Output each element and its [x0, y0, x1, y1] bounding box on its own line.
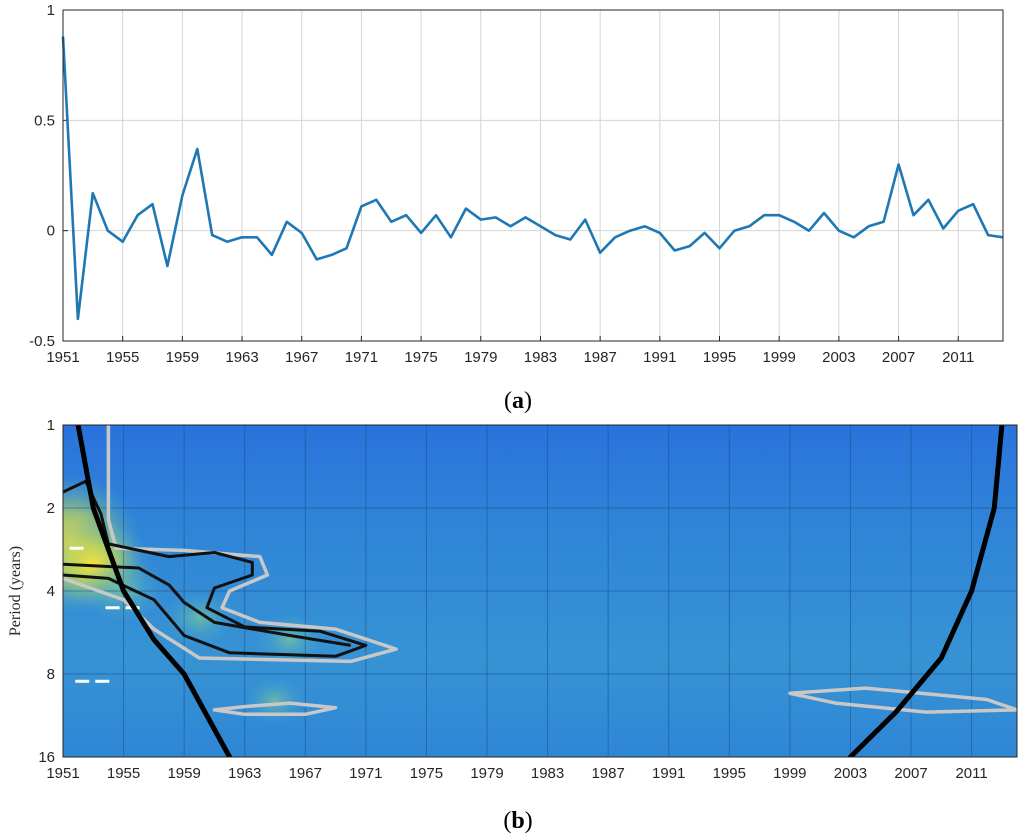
significance-contour-gray: [63, 425, 398, 664]
x-tick-label: 2007: [894, 765, 927, 782]
x-tick-label: 1987: [583, 349, 616, 366]
x-tick-label: 2003: [834, 765, 867, 782]
x-tick-label: 2007: [882, 349, 915, 366]
y-tick-label: 0.5: [34, 112, 55, 129]
x-tick-label: 1959: [166, 349, 199, 366]
panel-b-significance-gray: [63, 425, 1017, 717]
y-tick-label: 16: [38, 749, 55, 766]
x-tick-label: 1979: [470, 765, 503, 782]
x-tick-label: 2011: [955, 765, 987, 782]
panel-a-plot-area: [63, 10, 1003, 341]
panel-b-label: (b): [503, 808, 532, 834]
panel-b-y-tick-labels: 1 2 4 8 16: [38, 417, 55, 766]
significance-contour-gray: [788, 686, 1017, 714]
y-tick-label: 0: [47, 223, 55, 240]
panel-a-label: (a): [504, 388, 532, 414]
x-tick-label: 2003: [822, 349, 855, 366]
x-tick-label: 1967: [289, 765, 322, 782]
x-tick-label: 1955: [107, 765, 140, 782]
x-tick-label: 1991: [652, 765, 685, 782]
panel-a-series-line: [61, 36, 1004, 321]
x-tick-label: 1991: [643, 349, 676, 366]
x-tick-label: 2011: [942, 349, 974, 366]
x-tick-label: 1975: [410, 765, 443, 782]
power-hotspot: [243, 676, 307, 726]
panel-b-grid: [63, 425, 1017, 757]
panel-b-x-tick-labels: 1951 1955 1959 1963 1967 1971 1975 1979 1983 1987…: [46, 765, 987, 782]
x-tick-label: 1963: [225, 349, 258, 366]
x-tick-label: 1951: [46, 765, 79, 782]
panel-b-y-axis-title: Period (years): [7, 546, 24, 636]
significance-contour-gray: [212, 701, 338, 717]
panel-b-wavelet-heatmap: 1951 1955 1959 1963 1967 1971 1975 1979 1983 1987…: [7, 417, 1018, 834]
panel-a-y-tick-labels: -0.5 0 0.5 1: [29, 2, 55, 350]
x-tick-label: 1995: [703, 349, 736, 366]
x-tick-label: 1999: [773, 765, 806, 782]
x-tick-label: 1971: [345, 349, 378, 366]
x-tick-label: 1975: [404, 349, 437, 366]
panel-a-axes-box: [62, 9, 1004, 342]
y-tick-label: 1: [47, 2, 55, 19]
x-tick-label: 1951: [46, 349, 79, 366]
x-tick-label: 1979: [464, 349, 497, 366]
y-tick-label: -0.5: [29, 333, 55, 350]
x-tick-label: 1987: [591, 765, 624, 782]
y-tick-label: 8: [47, 666, 55, 683]
cone-of-influence-line: [847, 425, 1005, 757]
y-tick-label: 1: [47, 417, 55, 434]
x-tick-label: 1967: [285, 349, 318, 366]
x-tick-label: 1999: [763, 349, 796, 366]
x-tick-label: 1983: [524, 349, 557, 366]
x-tick-label: 1971: [349, 765, 382, 782]
panel-b-axes-box: [62, 424, 1018, 758]
x-tick-label: 1959: [167, 765, 200, 782]
cone-of-influence-line: [75, 425, 233, 757]
y-tick-label: 2: [47, 500, 55, 517]
x-tick-label: 1995: [713, 765, 746, 782]
panel-a-x-tick-labels: 1951 1955 1959 1963 1967 1971 1975 1979 1983 1987…: [46, 349, 974, 366]
significance-contour-black: [63, 562, 351, 647]
x-tick-label: 1955: [106, 349, 139, 366]
x-tick-label: 1963: [228, 765, 261, 782]
y-tick-label: 4: [47, 583, 55, 600]
x-tick-label: 1983: [531, 765, 564, 782]
panel-b-cone-of-influence: [75, 425, 1005, 757]
panel-a-line-chart: 1951 1955 1959 1963 1967 1971 1975 1979 1983 1987…: [29, 2, 1004, 414]
